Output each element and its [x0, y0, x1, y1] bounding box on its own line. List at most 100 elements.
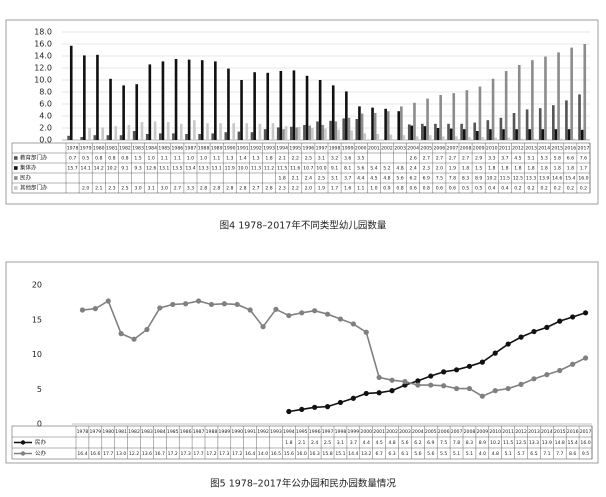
bar	[515, 129, 518, 140]
bar	[109, 78, 112, 140]
data-label: 7.7	[556, 451, 563, 457]
data-label: 0.5	[475, 186, 482, 192]
data-label: 14.4	[348, 451, 358, 457]
x-tick-label: 1987	[193, 429, 205, 435]
data-label: 10.2	[490, 440, 500, 446]
data-label: 8.6	[569, 451, 576, 457]
bar	[583, 44, 587, 140]
data-label: 13.3	[526, 176, 536, 182]
data-label: 1.3	[252, 156, 259, 162]
bar	[578, 94, 581, 140]
data-label: 5.6	[427, 451, 434, 457]
bar	[145, 134, 149, 140]
bar	[206, 123, 209, 140]
bar	[174, 59, 178, 140]
y-tick-label: 16.0	[34, 40, 52, 49]
data-label: 6.9	[427, 440, 434, 446]
point	[376, 374, 382, 381]
x-tick-label: 1994	[276, 146, 288, 152]
data-label: 14.6	[552, 176, 562, 182]
x-tick-label: 1985	[167, 429, 179, 435]
data-label: 2.1	[292, 176, 299, 182]
x-tick-label: 1988	[198, 146, 210, 152]
data-label: 6.1	[401, 451, 408, 457]
bar	[88, 128, 91, 140]
data-label: 2.8	[265, 186, 272, 192]
bar	[473, 122, 477, 140]
data-label: 2.0	[305, 186, 312, 192]
data-label: 1.8	[488, 166, 495, 172]
data-label: 6.9	[423, 176, 430, 182]
data-label: 0.8	[423, 186, 430, 192]
bar	[402, 135, 406, 140]
data-label: 7.5	[440, 440, 447, 446]
data-label: 0.9	[383, 186, 390, 192]
data-label: 17.2	[168, 451, 178, 457]
data-label: 0.5	[462, 186, 469, 192]
data-label: 2.4	[409, 166, 416, 172]
bar	[342, 118, 346, 140]
x-tick-label: 1992	[257, 429, 269, 435]
data-label: 1.0	[187, 156, 194, 162]
data-label: 2.1	[95, 186, 102, 192]
bar	[455, 136, 458, 140]
bar	[415, 136, 419, 140]
point	[324, 404, 331, 410]
data-label: 1.0	[370, 186, 377, 192]
data-label: 1.1	[174, 156, 181, 162]
caption: 图5 1978–2017年公办园和民办园数量情况	[210, 478, 396, 490]
data-label: 11.5	[503, 440, 513, 446]
point	[544, 324, 550, 330]
data-label: 0.4	[488, 186, 495, 192]
x-tick-label: 2009	[476, 429, 488, 435]
y-tick-label: 10.0	[34, 76, 52, 85]
data-label: 0.6	[436, 186, 443, 192]
data-label: 11.5	[500, 176, 510, 182]
data-label: 4.8	[383, 176, 390, 182]
data-label: 16.4	[245, 451, 255, 457]
y-tick-label: 14.0	[34, 52, 52, 61]
data-label: 5.3	[540, 156, 547, 162]
data-label: 0.5	[82, 156, 89, 162]
data-label: 11.9	[225, 166, 235, 172]
data-label: 3.7	[350, 440, 357, 446]
bar	[179, 123, 183, 140]
legend-label: 民办	[35, 438, 47, 446]
bar	[489, 129, 492, 140]
data-label: 2.7	[174, 186, 181, 192]
bar	[441, 136, 445, 140]
y-tick-label: 8.0	[39, 88, 52, 97]
data-label: 2.4	[311, 440, 318, 446]
data-label: 2.1	[298, 440, 305, 446]
data-label: 13.1	[159, 166, 169, 172]
data-label: 2.2	[292, 186, 299, 192]
bar	[546, 138, 550, 140]
data-label: 17.2	[206, 451, 216, 457]
data-label: 16.3	[310, 451, 320, 457]
legend-dot	[20, 451, 26, 456]
data-label: 1.0	[200, 156, 207, 162]
x-tick-label: 1983	[132, 146, 144, 152]
y-tick-label: 0	[37, 420, 42, 429]
bar	[570, 47, 573, 140]
bar	[494, 137, 497, 140]
data-label: 17.7	[103, 451, 113, 457]
data-label: 0.8	[396, 186, 403, 192]
bar	[360, 113, 364, 140]
data-label: 1.8	[501, 166, 508, 172]
x-tick-label: 2014	[541, 429, 553, 435]
bar	[491, 78, 495, 140]
x-tick-label: 2007	[451, 429, 463, 435]
data-label: 4.4	[357, 176, 364, 182]
data-label: 5.6	[357, 166, 364, 172]
point	[492, 388, 498, 394]
data-label: 6.2	[414, 440, 421, 446]
bar	[499, 117, 503, 140]
y-tick-label: 5	[37, 385, 42, 394]
data-label: 8.3	[466, 440, 473, 446]
x-tick-label: 2002	[386, 429, 398, 435]
data-label: 3.1	[337, 440, 344, 446]
x-tick-label: 2017	[580, 429, 592, 435]
x-tick-label: 1999	[347, 429, 359, 435]
y-tick-label: 18.0	[34, 28, 52, 37]
